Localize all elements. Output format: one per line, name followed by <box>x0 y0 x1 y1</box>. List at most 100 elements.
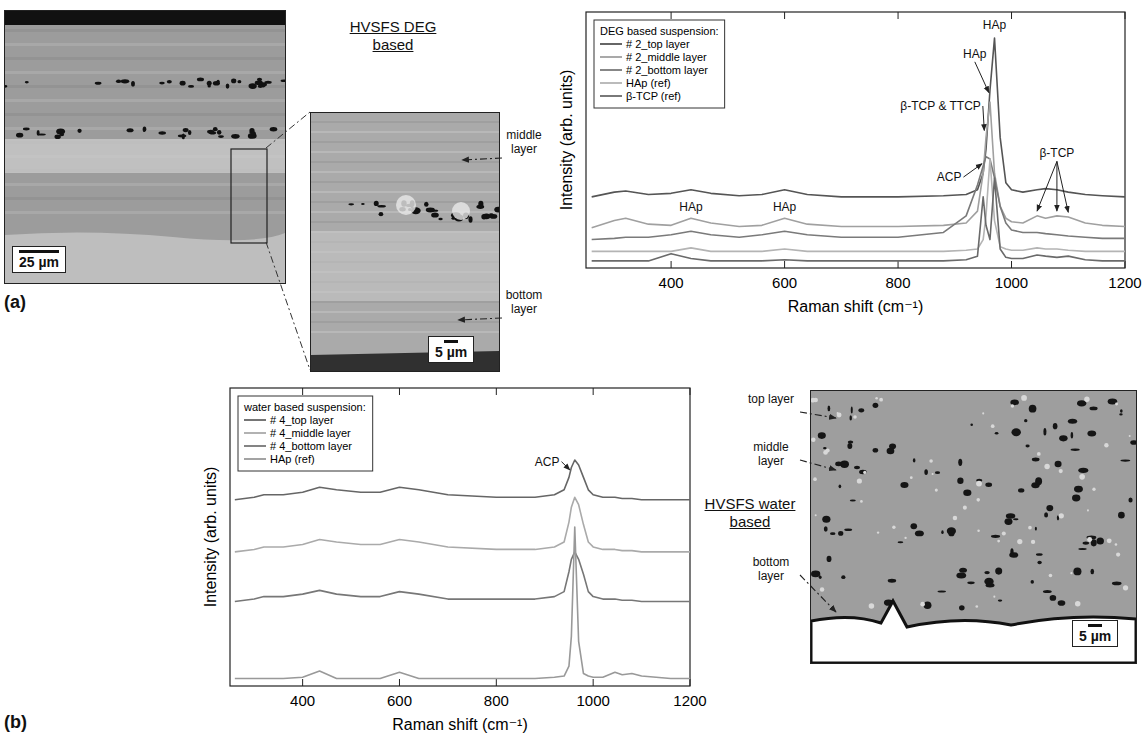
particle <box>1031 540 1035 544</box>
annotation-arrow <box>1037 161 1057 211</box>
pore <box>970 424 973 426</box>
substrate <box>5 232 285 283</box>
legend-title: water based suspension: <box>243 401 366 413</box>
legend-swatch <box>600 69 622 71</box>
pore <box>849 415 851 420</box>
pore <box>226 83 230 88</box>
particle <box>991 424 995 428</box>
pore <box>1078 548 1086 550</box>
particle <box>910 476 913 479</box>
legend-swatch <box>600 95 622 97</box>
x-tick-top <box>671 12 672 19</box>
pore <box>1031 580 1034 584</box>
pore <box>1071 449 1080 451</box>
pore <box>1006 513 1016 518</box>
particle <box>1037 452 1041 456</box>
legend-swatch <box>600 56 622 58</box>
x-tick-label: 400 <box>290 692 315 709</box>
lamella <box>311 151 499 153</box>
sem-micrograph <box>310 112 500 372</box>
pore <box>1090 569 1094 574</box>
x-tick <box>496 679 497 686</box>
pore <box>159 82 165 85</box>
legend-label: # 2_bottom layer <box>626 64 708 76</box>
pore <box>995 568 1002 575</box>
inset-frame <box>231 149 267 243</box>
lamella <box>311 141 499 143</box>
legend-label: # 4_middle layer <box>270 427 351 439</box>
substrate <box>811 601 1136 663</box>
pore <box>967 581 974 584</box>
particle <box>815 514 817 516</box>
pore <box>249 83 257 89</box>
particle <box>857 478 862 483</box>
pore <box>213 127 218 131</box>
lamella <box>311 191 499 193</box>
pore <box>208 84 211 87</box>
pore <box>822 516 830 523</box>
scale-bar-line <box>444 340 458 343</box>
pore <box>188 130 191 135</box>
particle <box>826 449 830 453</box>
particle <box>975 605 978 608</box>
x-tick-top <box>302 388 303 395</box>
x-tick <box>593 679 594 686</box>
lamella <box>311 321 499 323</box>
pore <box>1078 468 1088 473</box>
pore <box>231 79 236 84</box>
annotation-arrow <box>562 462 570 470</box>
pore <box>1068 419 1077 424</box>
legend-swatch <box>600 82 622 84</box>
layer-label: top layer <box>742 392 800 406</box>
spectrum-line <box>592 102 1125 228</box>
peak-annotation: HAp <box>679 200 703 214</box>
pointer-arrow <box>800 460 836 470</box>
raman-chart: 40060080010001200ACPwater based suspensi… <box>190 380 715 738</box>
spectrum-line <box>592 38 1125 197</box>
pore <box>374 201 379 206</box>
pore <box>913 458 916 462</box>
coating <box>311 113 499 371</box>
pointer-arrow <box>800 575 836 612</box>
annotation-arrow <box>1056 161 1057 211</box>
lamella <box>5 183 285 186</box>
pore <box>958 459 962 466</box>
lamella <box>311 331 499 333</box>
legend-label: # 4_top layer <box>270 414 334 426</box>
plot-frame <box>586 12 1125 268</box>
legend-label: HAp (ref) <box>270 453 315 465</box>
pore <box>847 443 852 449</box>
pore <box>1032 458 1040 462</box>
peak-annotation: HAp <box>773 200 797 214</box>
pore <box>1058 600 1066 606</box>
particle <box>1002 531 1006 535</box>
pore <box>827 406 830 412</box>
lamella <box>311 121 499 123</box>
pore <box>1035 527 1037 531</box>
x-tick <box>1011 261 1012 268</box>
legend-box <box>594 20 725 108</box>
legend-swatch <box>244 445 266 447</box>
pore <box>818 432 826 439</box>
particle <box>1104 443 1108 447</box>
legend-swatch <box>244 458 266 460</box>
pore <box>25 81 29 83</box>
pore <box>1053 423 1058 429</box>
pore <box>910 523 917 529</box>
lamella <box>5 99 285 102</box>
peak-annotation: ACP <box>937 170 962 184</box>
pore <box>379 212 384 216</box>
annotation-arrow <box>983 106 984 131</box>
legend-swatch <box>244 419 266 421</box>
pore <box>1046 505 1053 511</box>
x-tick <box>898 261 899 268</box>
lamella <box>311 171 499 173</box>
pore <box>1025 445 1029 448</box>
pore <box>887 448 895 455</box>
lamella <box>5 85 285 88</box>
pore <box>859 470 867 475</box>
pointer-arrow <box>800 412 836 418</box>
pore <box>1013 518 1019 520</box>
spectrum-line <box>235 527 690 678</box>
particle <box>837 412 839 414</box>
